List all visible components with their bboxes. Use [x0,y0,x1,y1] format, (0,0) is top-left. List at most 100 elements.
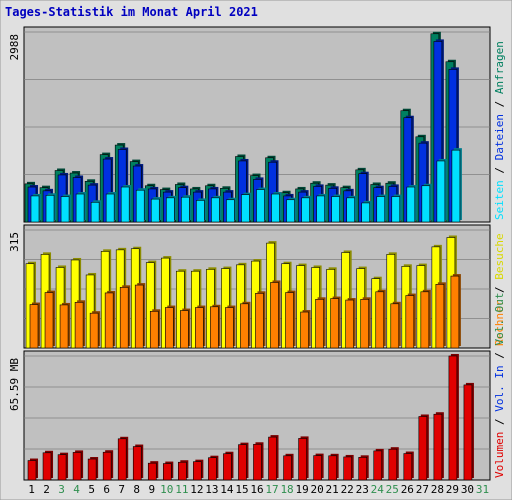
bar-volumen-day-29-face [448,355,458,481]
bar-seiten-day-12-face [196,200,205,223]
panel-bottom-scale-label: 65.59 MB [8,358,21,411]
bar-seiten-day-6 [105,192,117,223]
bar-seiten-day-27-face [421,185,431,223]
bar-rechner-day-24 [375,289,386,349]
bar-seiten-day-20 [316,193,327,223]
bar-rechner-day-6-face [104,292,114,349]
bar-seiten-day-7-face [120,186,130,223]
bar-rechner-day-10 [164,305,176,349]
bar-rechner-day-20 [315,297,326,349]
bar-rechner-day-14-face [225,307,234,349]
x-tick-label-8: 8 [133,483,140,496]
x-tick-label-15: 15 [235,483,248,496]
bar-volumen-day-23 [358,455,369,481]
bar-rechner-day-24-face [375,291,385,349]
bar-volumen-day-24-face [373,450,383,481]
bar-rechner-day-7-face [119,287,129,349]
x-tick-label-18: 18 [280,483,293,496]
bar-rechner-day-15-face [240,303,249,349]
bar-rechner-day-18 [285,290,296,349]
bar-rechner-day-19 [300,310,311,349]
x-tick-label-29: 29 [446,483,459,496]
x-tick-label-30: 30 [461,483,474,496]
bar-rechner-day-7 [119,285,131,349]
bar-seiten-day-26 [406,185,417,223]
bar-rechner-day-22-face [345,299,354,349]
x-tick-label-5: 5 [88,483,95,496]
bar-volumen-day-14 [223,451,234,481]
bar-volumen-day-6 [102,450,114,481]
bar-seiten-day-20-face [316,195,325,223]
bar-rechner-day-27 [420,289,431,349]
bar-rechner-day-9-face [149,310,159,349]
x-tick-label-6: 6 [103,483,110,496]
bar-volumen-day-13 [208,455,219,481]
bar-volumen-day-12-face [193,461,202,481]
bar-volumen-day-15 [238,442,249,481]
legend-separator: / [493,94,506,114]
bar-seiten-day-13-face [211,197,220,223]
bar-seiten-day-26-face [406,186,416,223]
bar-rechner-day-13-face [210,306,219,349]
bar-rechner-day-5 [89,311,101,349]
bar-seiten-day-9-face [150,198,160,223]
bar-rechner-day-28-face [435,284,445,349]
bar-volumen-day-30 [463,382,474,481]
bar-seiten-day-29-face [451,149,461,223]
legend-entry-vol-out: Vol. Out [493,293,506,346]
bar-seiten-day-10 [165,195,177,223]
x-tick-label-10: 10 [160,483,173,496]
bar-rechner-day-26-face [405,295,415,349]
bar-seiten-day-2 [45,193,57,223]
bar-volumen-day-5-face [87,458,97,481]
panel-top-scale-label: 2988 [8,34,21,61]
bar-seiten-day-8 [135,188,147,223]
bar-rechner-day-12 [195,305,206,349]
bar-seiten-day-5-face [90,201,100,223]
bar-seiten-day-14-face [226,199,235,223]
bar-seiten-day-12 [196,198,207,223]
bar-seiten-day-17-face [271,193,280,223]
bar-seiten-day-4 [75,192,87,223]
panel-middle-scale-label: 315 [8,232,21,252]
bar-rechner-day-17 [270,280,281,349]
bar-seiten-day-29 [451,148,462,223]
bar-volumen-day-2-face [42,452,52,481]
bar-seiten-day-2-face [45,194,55,223]
bar-volumen-day-6-face [102,451,112,481]
bar-seiten-day-11-face [181,196,190,223]
bar-seiten-day-21-face [331,196,340,223]
bar-volumen-day-16 [253,442,264,481]
bar-volumen-day-9-face [147,462,157,481]
bar-rechner-day-25 [390,301,401,349]
bar-seiten-day-27 [421,183,432,223]
bar-rechner-day-11 [180,308,191,349]
x-tick-label-12: 12 [190,483,203,496]
bar-seiten-day-4-face [75,193,85,223]
legend-separator: / [493,412,506,432]
bar-rechner-day-14 [225,305,236,349]
bar-rechner-day-3-face [59,304,69,349]
legend-entry-dateien: Dateien [493,114,506,160]
bar-volumen-day-4 [72,450,84,481]
x-tick-label-16: 16 [250,483,263,496]
x-tick-label-20: 20 [311,483,324,496]
bar-volumen-day-27-face [418,416,428,481]
bar-volumen-day-12 [193,459,204,481]
series-rechner [29,274,461,349]
bar-seiten-day-18-face [286,199,295,223]
bar-seiten-day-9 [150,197,162,223]
bar-seiten-day-22 [346,195,357,223]
x-axis: 1 2 3 4 5 6 7 8 9 10 11 12 13 14 15 16 17 18 19 20 21 22 23 24 2… [28,483,489,496]
bar-seiten-day-16-face [256,189,265,223]
bar-volumen-day-18-face [283,455,292,481]
bar-volumen-day-26 [403,451,414,481]
bar-volumen-day-3 [57,452,69,481]
bar-seiten-day-23-face [361,202,371,223]
chart-title: Tages-Statistik im Monat April 2021 [5,5,258,19]
bar-rechner-day-11-face [180,310,189,349]
x-tick-label-7: 7 [118,483,125,496]
bar-seiten-day-3 [60,194,72,223]
x-tick-label-2: 2 [43,483,50,496]
